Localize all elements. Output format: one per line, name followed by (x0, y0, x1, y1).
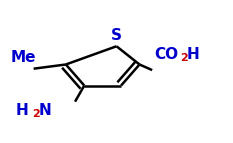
Text: CO: CO (154, 47, 179, 62)
Text: H: H (15, 103, 28, 118)
Text: N: N (39, 103, 52, 118)
Text: 2: 2 (180, 53, 188, 63)
Text: Me: Me (10, 50, 36, 65)
Text: 2: 2 (32, 109, 40, 119)
Text: H: H (186, 47, 199, 62)
Text: S: S (111, 28, 122, 42)
